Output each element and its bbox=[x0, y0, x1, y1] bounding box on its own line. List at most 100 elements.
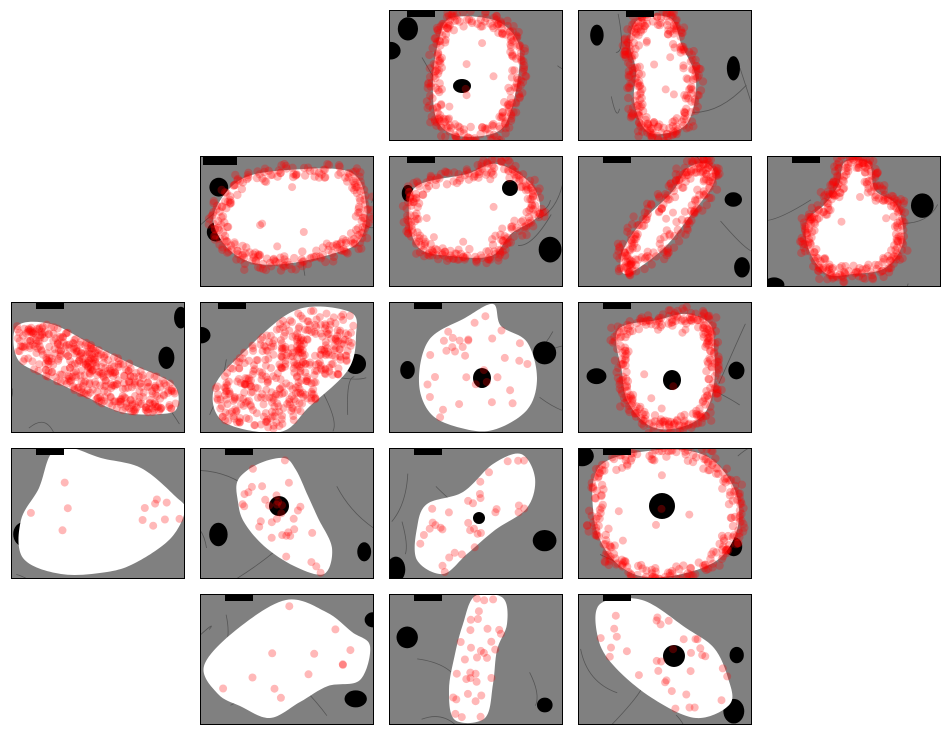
sample-point bbox=[321, 370, 330, 379]
sample-point bbox=[589, 518, 598, 527]
sample-point bbox=[334, 370, 342, 378]
panel-r2c2 bbox=[389, 302, 563, 433]
sample-point bbox=[864, 176, 874, 186]
sample-point bbox=[654, 135, 663, 141]
sample-point bbox=[643, 123, 652, 133]
sample-point bbox=[611, 611, 620, 620]
sample-point bbox=[521, 186, 531, 195]
sample-point bbox=[220, 235, 229, 245]
sample-point bbox=[238, 241, 247, 251]
sample-point bbox=[488, 21, 497, 31]
sample-point bbox=[294, 309, 303, 318]
sample-point bbox=[431, 34, 440, 43]
sample-point bbox=[356, 168, 365, 177]
panel-frame bbox=[578, 10, 752, 141]
sample-point bbox=[292, 346, 301, 355]
sample-point bbox=[626, 45, 635, 54]
sample-point bbox=[435, 28, 444, 37]
sample-point bbox=[705, 465, 714, 475]
sample-point bbox=[671, 574, 680, 579]
sample-point bbox=[698, 168, 707, 177]
sample-point bbox=[299, 257, 308, 266]
sample-point bbox=[663, 30, 673, 39]
sample-point bbox=[655, 574, 664, 579]
sample-point bbox=[649, 118, 659, 127]
sample-point bbox=[620, 556, 630, 566]
sample-point bbox=[329, 252, 339, 262]
sample-point bbox=[588, 484, 598, 493]
sample-point bbox=[99, 373, 108, 382]
sample-point bbox=[627, 54, 636, 63]
sample-point bbox=[91, 355, 100, 364]
sample-point bbox=[145, 371, 154, 380]
sample-point bbox=[738, 527, 748, 536]
sample-point bbox=[637, 313, 646, 322]
sample-point bbox=[811, 253, 821, 262]
sample-point bbox=[834, 163, 844, 173]
sample-point bbox=[687, 89, 696, 98]
sample-point bbox=[137, 399, 146, 408]
sample-point bbox=[312, 562, 321, 571]
sample-point bbox=[331, 352, 340, 361]
sample-point bbox=[638, 215, 648, 224]
sample-point bbox=[94, 351, 103, 360]
sample-point bbox=[262, 385, 271, 394]
sample-point bbox=[530, 175, 539, 185]
sample-point bbox=[634, 82, 643, 91]
sample-point bbox=[592, 464, 601, 474]
sample-point bbox=[218, 412, 227, 421]
sample-point bbox=[270, 336, 279, 345]
sample-point bbox=[708, 460, 717, 470]
sample-point bbox=[242, 374, 251, 383]
sample-point bbox=[669, 186, 678, 196]
sample-point bbox=[527, 183, 536, 192]
sample-point bbox=[885, 196, 894, 206]
sample-point bbox=[501, 30, 510, 39]
sample-point bbox=[466, 668, 475, 677]
sample-point bbox=[681, 448, 690, 456]
sample-point bbox=[520, 223, 529, 232]
sample-point bbox=[83, 359, 92, 367]
sample-point bbox=[141, 403, 150, 412]
sample-point bbox=[634, 220, 644, 230]
sample-point bbox=[715, 539, 724, 549]
sample-point bbox=[470, 134, 479, 141]
sample-point bbox=[212, 205, 221, 214]
sample-point bbox=[871, 164, 880, 174]
sample-point bbox=[662, 10, 671, 18]
sample-point bbox=[92, 359, 101, 368]
sample-point bbox=[590, 493, 600, 503]
sample-point bbox=[679, 64, 688, 73]
sample-point bbox=[240, 359, 249, 368]
sample-point bbox=[482, 13, 491, 23]
sample-point bbox=[655, 317, 664, 327]
sample-point bbox=[707, 162, 717, 171]
sample-point bbox=[686, 206, 696, 216]
sample-point bbox=[157, 403, 166, 412]
sample-point bbox=[262, 346, 271, 355]
sample-point bbox=[524, 213, 534, 222]
sample-point bbox=[40, 327, 49, 336]
sample-point bbox=[279, 344, 288, 353]
sample-point bbox=[276, 253, 285, 262]
sample-point bbox=[268, 170, 277, 179]
sample-point bbox=[512, 54, 521, 63]
sample-point bbox=[466, 674, 475, 683]
sample-point bbox=[520, 61, 529, 70]
sample-point bbox=[215, 240, 224, 249]
sample-point bbox=[635, 81, 644, 91]
sample-point bbox=[334, 161, 344, 170]
cell-region bbox=[449, 594, 508, 724]
sample-point bbox=[278, 346, 287, 355]
sample-point bbox=[648, 131, 657, 140]
sample-point bbox=[705, 311, 714, 320]
sample-point bbox=[299, 357, 308, 366]
sample-point bbox=[708, 448, 717, 456]
sample-point bbox=[624, 268, 634, 278]
sample-point bbox=[261, 418, 270, 427]
sample-point bbox=[143, 378, 152, 387]
sample-point bbox=[714, 164, 723, 173]
sample-point bbox=[835, 263, 844, 273]
sample-point bbox=[872, 169, 882, 178]
sample-point bbox=[277, 339, 286, 348]
